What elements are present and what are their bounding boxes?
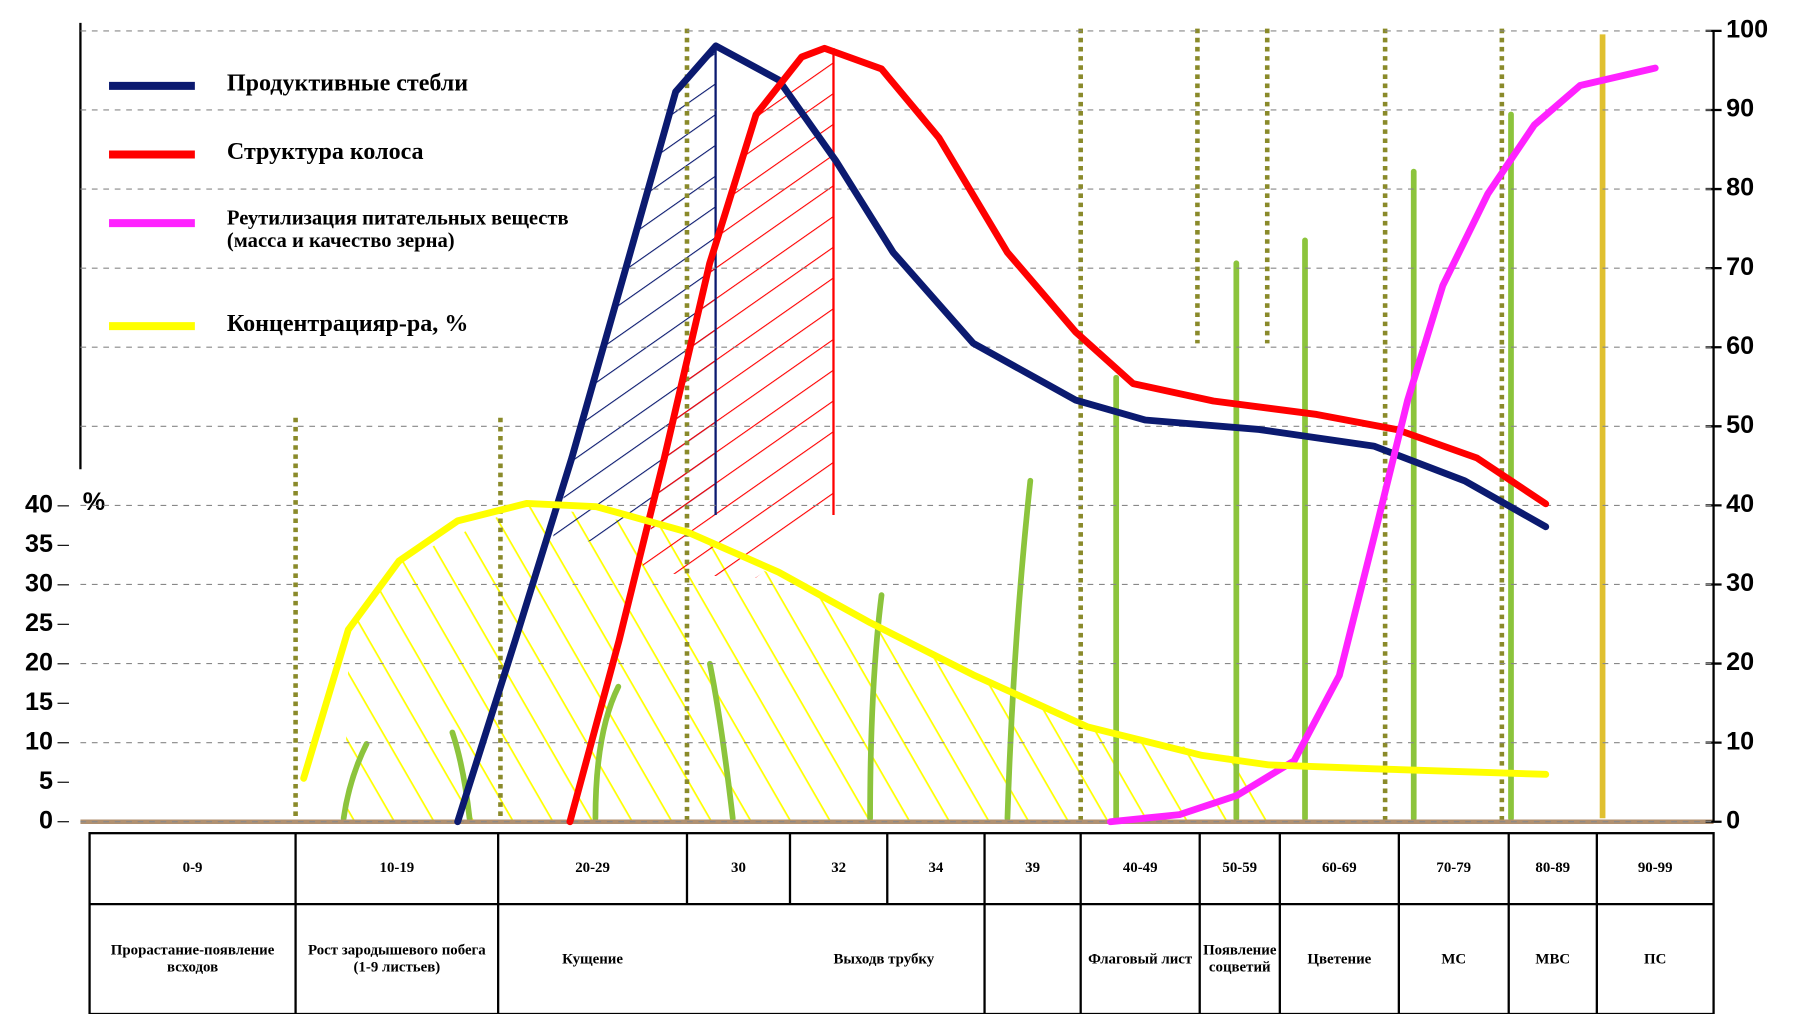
legend-item: Структура колоса bbox=[226, 138, 424, 165]
y-tick-label: 25 bbox=[25, 609, 53, 637]
table-code: 50-59 bbox=[1222, 860, 1257, 876]
table-stage-label: Флаговый лист bbox=[1088, 949, 1193, 967]
legend-label: Концентрацияр-ра, % bbox=[226, 310, 469, 337]
series-line bbox=[566, 44, 1550, 826]
table-code: 34 bbox=[928, 860, 943, 876]
y2-tick-label: 60 bbox=[1726, 332, 1754, 360]
table-stage: Прорастание-появление всходов bbox=[110, 940, 275, 976]
stage-lines bbox=[293, 28, 1505, 822]
y2-tick-label: 40 bbox=[1726, 490, 1754, 518]
table-stage-label: Цветение bbox=[1307, 949, 1372, 967]
table-code: 90-99 bbox=[1638, 860, 1673, 876]
table-stage: Рост зародышевого побега (1-9 листьев) bbox=[307, 940, 486, 976]
legend-label: Продуктивные стебли bbox=[226, 69, 469, 97]
table-code: 39 bbox=[1025, 860, 1040, 876]
table-code: 32 bbox=[831, 860, 846, 876]
table-stage-label: Рост зародышевого побега (1-9 листьев) bbox=[307, 940, 486, 976]
hatch bbox=[343, 503, 1271, 822]
legend-item: Концентрацияр-ра, % bbox=[226, 310, 469, 337]
legend-item: Реутилизация питательных веществ (масса … bbox=[226, 207, 569, 252]
table-stage-label: Прорастание-появление всходов bbox=[110, 940, 275, 976]
table-stage-label: Выходв трубку bbox=[833, 949, 935, 967]
y2-tick-label: 80 bbox=[1726, 174, 1754, 202]
y2-tick-label: 100 bbox=[1726, 16, 1768, 44]
y2-tick-label: 50 bbox=[1726, 411, 1754, 439]
y2-tick-label: 30 bbox=[1726, 569, 1754, 597]
table-code: 0-9 bbox=[183, 860, 203, 876]
y2-tick-label: 10 bbox=[1726, 727, 1754, 755]
table-code: 70-79 bbox=[1436, 860, 1471, 876]
y2-tick-label: 90 bbox=[1726, 95, 1754, 123]
table-code: 20-29 bbox=[575, 860, 610, 876]
y-tick-label: 5 bbox=[39, 767, 53, 795]
legend-item: Продуктивные стебли bbox=[226, 69, 469, 97]
legend-label: Структура колоса bbox=[226, 138, 424, 165]
y-axis-label: % bbox=[83, 488, 105, 516]
y-tick-label: 0 bbox=[39, 806, 53, 834]
table-code: 10-19 bbox=[380, 860, 415, 876]
series-line bbox=[454, 42, 1550, 826]
series-line bbox=[300, 500, 1550, 782]
table-stage: Кущение bbox=[562, 949, 623, 967]
table-stage: МВС bbox=[1535, 949, 1571, 967]
table-frame bbox=[88, 832, 1715, 1014]
y2-tick-label: 20 bbox=[1726, 648, 1754, 676]
y-tick-label: 20 bbox=[25, 648, 53, 676]
table-code: 40-49 bbox=[1123, 860, 1158, 876]
y-tick-label: 10 bbox=[25, 727, 53, 755]
table-code: 60-69 bbox=[1322, 860, 1357, 876]
table-stage: МС bbox=[1441, 949, 1467, 967]
table-stage-label: ПС bbox=[1644, 949, 1667, 967]
table-stage-label: МВС bbox=[1535, 949, 1571, 967]
table-stage: Флаговый лист bbox=[1088, 949, 1193, 967]
table-code: 80-89 bbox=[1535, 860, 1570, 876]
table-stage-label: МС bbox=[1441, 949, 1467, 967]
table-stage-label: Появление соцветий bbox=[1203, 940, 1277, 976]
y-tick-label: 30 bbox=[25, 569, 53, 597]
y2-tick-label: 0 bbox=[1726, 806, 1740, 834]
y-tick-label: 15 bbox=[25, 688, 53, 716]
series-line bbox=[1107, 64, 1659, 826]
table-stage: Цветение bbox=[1307, 949, 1372, 967]
hatch bbox=[641, 48, 834, 578]
y2-tick-label: 70 bbox=[1726, 253, 1754, 281]
table-stage: Появление соцветий bbox=[1203, 940, 1277, 976]
y-tick-label: 35 bbox=[25, 530, 53, 558]
table-stage-label: Кущение bbox=[562, 949, 623, 967]
plants bbox=[340, 111, 1514, 822]
legend-label: Реутилизация питательных веществ (масса … bbox=[226, 207, 569, 252]
table-stage: ПС bbox=[1644, 949, 1667, 967]
table-code: 30 bbox=[731, 860, 746, 876]
table-stage: Выходв трубку bbox=[833, 949, 935, 967]
y-tick-label: 40 bbox=[25, 491, 53, 519]
